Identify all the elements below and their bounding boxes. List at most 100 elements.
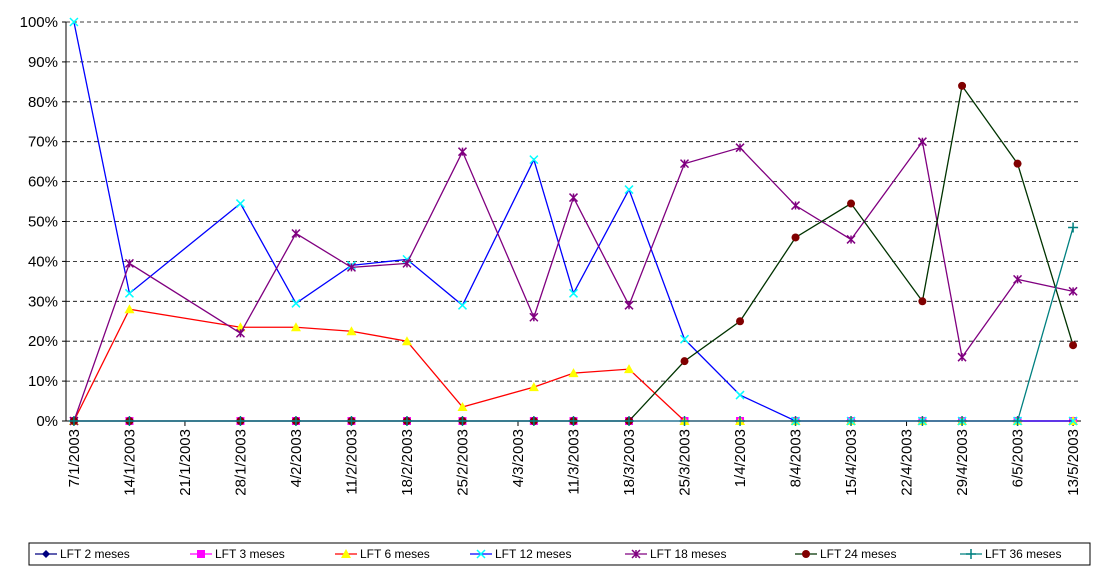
marker xyxy=(568,368,579,378)
marker xyxy=(847,199,856,208)
marker xyxy=(790,416,801,426)
marker-shape xyxy=(680,357,689,366)
marker-shape xyxy=(735,143,745,153)
marker-shape xyxy=(1013,159,1022,168)
marker-shape xyxy=(736,317,745,326)
marker xyxy=(957,352,967,362)
marker xyxy=(624,300,634,310)
legend-item: LFT 12 meses xyxy=(470,547,571,561)
legend-label: LFT 2 meses xyxy=(60,547,130,561)
marker-shape xyxy=(917,416,928,426)
legend-item: LFT 6 meses xyxy=(335,547,430,561)
marker xyxy=(235,328,245,338)
y-tick-label: 40% xyxy=(28,253,58,270)
marker-shape xyxy=(624,300,634,310)
marker-shape xyxy=(68,416,79,426)
y-tick-label: 100% xyxy=(20,14,58,31)
marker xyxy=(679,416,690,426)
marker xyxy=(291,298,301,308)
marker xyxy=(1012,416,1023,426)
x-tick-label: 1/4/2003 xyxy=(732,429,749,487)
marker-shape xyxy=(568,368,579,378)
marker-shape xyxy=(1013,274,1023,284)
marker-shape xyxy=(402,258,412,268)
marker-shape xyxy=(1068,286,1078,296)
marker-shape xyxy=(958,81,967,90)
y-tick-label: 10% xyxy=(28,373,58,390)
marker xyxy=(568,288,579,298)
marker xyxy=(235,416,246,426)
marker xyxy=(457,300,468,310)
series-line xyxy=(73,140,1074,422)
marker-shape xyxy=(568,288,579,298)
marker-shape xyxy=(124,258,134,268)
legend-item: LFT 3 meses xyxy=(190,547,285,561)
marker xyxy=(1013,274,1023,284)
marker-shape xyxy=(1068,416,1078,426)
marker xyxy=(457,402,468,412)
y-tick-label: 50% xyxy=(28,214,58,231)
x-tick-label: 13/5/2003 xyxy=(1065,429,1082,496)
marker-shape xyxy=(957,352,967,362)
marker-shape xyxy=(735,390,745,400)
marker-shape xyxy=(679,334,690,344)
x-tick-label: 21/1/2003 xyxy=(177,429,194,496)
marker-shape xyxy=(529,312,539,322)
marker-shape xyxy=(791,233,800,242)
marker-shape xyxy=(846,234,856,244)
marker xyxy=(529,312,539,322)
marker-shape xyxy=(631,549,641,559)
x-tick-label: 15/4/2003 xyxy=(843,429,860,496)
x-tick-label: 18/2/2003 xyxy=(399,429,416,496)
marker-shape xyxy=(346,262,356,272)
x-tick-label: 4/2/2003 xyxy=(288,429,305,487)
marker xyxy=(736,317,745,326)
marker xyxy=(69,17,79,27)
legend-label: LFT 3 meses xyxy=(215,547,285,561)
legend-label: LFT 36 meses xyxy=(985,547,1061,561)
marker-shape xyxy=(346,416,357,426)
marker xyxy=(197,550,205,558)
marker-shape xyxy=(846,416,857,426)
marker xyxy=(568,193,579,203)
marker-shape xyxy=(401,336,412,346)
x-tick-label: 8/4/2003 xyxy=(788,429,805,487)
marker-shape xyxy=(197,550,205,558)
y-tick-label: 80% xyxy=(28,94,58,111)
marker xyxy=(624,185,634,195)
marker-shape xyxy=(1068,222,1079,233)
marker-shape xyxy=(528,416,539,426)
marker xyxy=(124,304,135,314)
legend-item: LFT 24 meses xyxy=(795,547,896,561)
marker xyxy=(791,233,800,242)
marker-shape xyxy=(124,416,135,426)
x-tick-label: 28/1/2003 xyxy=(232,429,249,496)
marker xyxy=(346,326,357,336)
marker xyxy=(624,416,635,426)
y-tick-label: 20% xyxy=(28,333,58,350)
marker-shape xyxy=(847,199,856,208)
x-tick-label: 4/3/2003 xyxy=(510,429,527,487)
marker xyxy=(679,334,690,344)
marker-shape xyxy=(291,298,301,308)
marker-shape xyxy=(341,549,351,558)
marker-shape xyxy=(528,382,539,392)
marker-shape xyxy=(957,416,968,426)
marker-shape xyxy=(624,185,634,195)
marker xyxy=(917,137,927,147)
x-tick-label: 14/1/2003 xyxy=(121,429,138,496)
x-tick-label: 18/3/2003 xyxy=(621,429,638,496)
marker-shape xyxy=(124,288,134,298)
legend-item: LFT 36 meses xyxy=(960,547,1061,561)
marker xyxy=(124,258,134,268)
marker xyxy=(402,258,412,268)
marker-shape xyxy=(457,147,468,157)
marker-shape xyxy=(918,297,927,306)
legend-item: LFT 18 meses xyxy=(625,547,726,561)
marker-shape xyxy=(235,328,245,338)
marker-shape xyxy=(290,322,301,332)
marker-shape xyxy=(624,364,635,374)
marker-shape xyxy=(679,159,690,169)
marker-shape xyxy=(346,326,357,336)
x-tick-label: 25/2/2003 xyxy=(454,429,471,496)
